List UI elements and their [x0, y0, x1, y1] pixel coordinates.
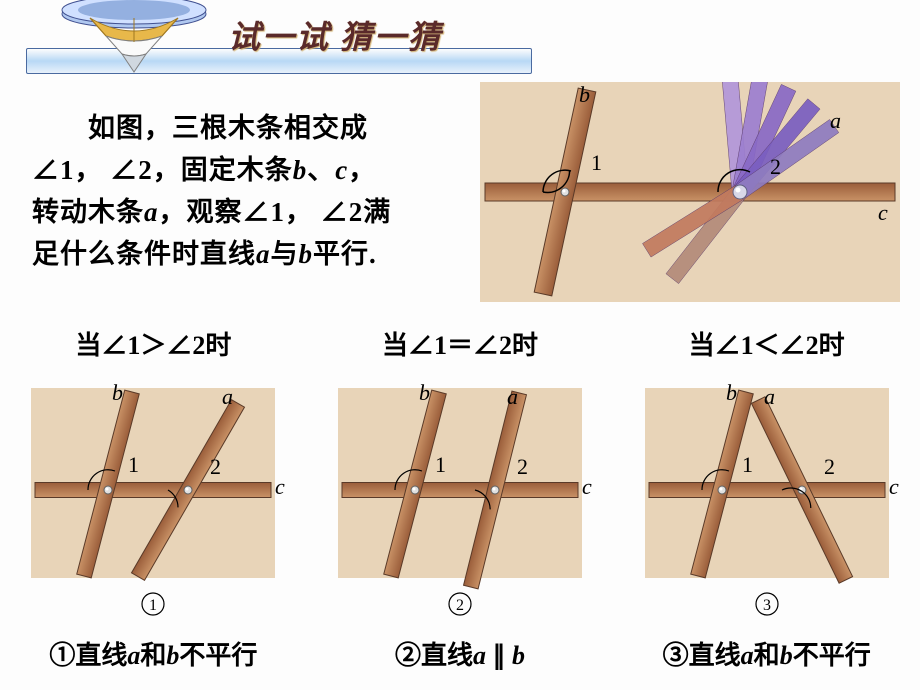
case-3-figure: 1 2 b a c 3 — [627, 370, 907, 620]
c1-mid: 和 — [140, 641, 166, 670]
intro-l2a: ∠1， — [32, 155, 103, 185]
intro-l4e: 平行. — [313, 239, 377, 269]
intro-text: 如图，三根木条相交成 ∠1， ∠2，固定木条b、c， 转动木条a，观察∠1， ∠… — [32, 108, 462, 275]
conclusion-3: ③直线a和b不平行 — [613, 635, 920, 672]
intro-l2b: ∠2，固定木条 — [110, 155, 293, 185]
c2-pre: ②直线 — [395, 641, 473, 670]
c2-b: b — [512, 641, 525, 670]
c3-mid: 和 — [754, 641, 780, 670]
case-2-figure: 1 2 b a c 2 — [320, 370, 600, 620]
svg-text:1: 1 — [742, 452, 753, 477]
svg-text:2: 2 — [517, 454, 528, 479]
intro-a2: a — [256, 239, 271, 269]
case-1-cond: 当∠1＞∠2时 — [75, 325, 231, 362]
intro-l1: 如图，三根木条相交成 — [32, 113, 368, 143]
svg-text:c: c — [582, 474, 592, 499]
c3-b: b — [780, 641, 793, 670]
intro-l3c: ，观察∠1， — [159, 197, 314, 227]
case-3: 当∠1＜∠2时 1 2 b a c 3 — [613, 325, 920, 625]
intro-a: a — [144, 197, 159, 227]
intro-c: c — [335, 155, 348, 185]
svg-text:a: a — [830, 108, 841, 133]
svg-text:c: c — [889, 474, 899, 499]
svg-text:2: 2 — [770, 154, 781, 179]
conclusion-2: ②直线a ∥ b — [307, 635, 614, 672]
svg-text:a: a — [507, 384, 518, 409]
page-title: 试一试 猜一猜 — [228, 12, 442, 58]
intro-l4a: 足什么条件时直线 — [32, 239, 256, 269]
c3-tail: 不平行 — [793, 641, 871, 670]
svg-text:3: 3 — [763, 597, 771, 614]
intro-l3a: 转动木条 — [32, 197, 144, 227]
svg-text:a: a — [764, 384, 775, 409]
intro-l2d: 、 — [307, 155, 335, 185]
svg-text:c: c — [878, 200, 888, 225]
svg-text:b: b — [419, 380, 430, 405]
c1-a: a — [127, 641, 140, 670]
conclusions-row: ①直线a和b不平行 ②直线a ∥ b ③直线a和b不平行 — [0, 635, 920, 672]
c1-b: b — [166, 641, 179, 670]
spintop-icon — [54, 0, 214, 76]
c1-pre: ①直线 — [49, 641, 127, 670]
svg-text:b: b — [579, 82, 590, 107]
case-2-cond: 当∠1＝∠2时 — [382, 325, 538, 362]
c3-a: a — [741, 641, 754, 670]
svg-text:b: b — [112, 380, 123, 405]
intro-b2: b — [299, 239, 314, 269]
svg-text:a: a — [222, 384, 233, 409]
cases-row: 当∠1＞∠2时 1 2 b a c 1 当∠1＝∠2时 1 2 b a c 2 当∠1＜∠2时 1 2… — [0, 325, 920, 625]
svg-text:c: c — [275, 474, 285, 499]
main-figure: 1 2 b a c — [480, 82, 900, 302]
intro-l4c: 与 — [271, 239, 299, 269]
svg-text:1: 1 — [128, 452, 139, 477]
c2-mid: ∥ — [486, 641, 512, 670]
svg-text:2: 2 — [824, 454, 835, 479]
intro-l2f: ， — [348, 155, 376, 185]
c3-pre: ③直线 — [663, 641, 741, 670]
svg-text:1: 1 — [435, 452, 446, 477]
case-2: 当∠1＝∠2时 1 2 b a c 2 — [307, 325, 614, 625]
conclusion-1: ①直线a和b不平行 — [0, 635, 307, 672]
case-1-figure: 1 2 b a c 1 — [13, 370, 293, 620]
intro-l3d: ∠2满 — [321, 197, 392, 227]
c1-tail: 不平行 — [179, 641, 257, 670]
case-3-cond: 当∠1＜∠2时 — [689, 325, 845, 362]
case-1: 当∠1＞∠2时 1 2 b a c 1 — [0, 325, 307, 625]
intro-b: b — [293, 155, 308, 185]
c2-a: a — [473, 641, 486, 670]
svg-text:2: 2 — [456, 597, 464, 614]
svg-text:b: b — [726, 380, 737, 405]
svg-text:2: 2 — [210, 454, 221, 479]
svg-text:1: 1 — [149, 597, 157, 614]
svg-text:1: 1 — [591, 150, 602, 175]
